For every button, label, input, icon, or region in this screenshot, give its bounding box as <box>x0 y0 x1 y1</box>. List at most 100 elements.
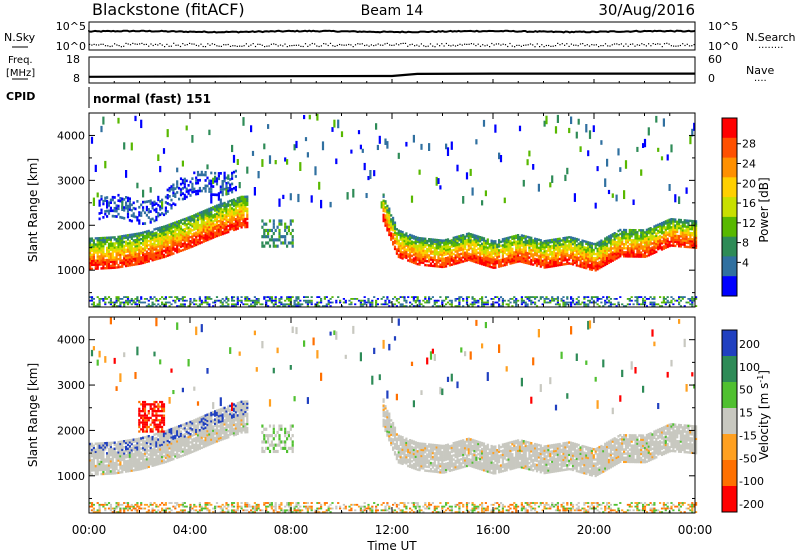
data-cell <box>683 296 686 298</box>
data-cell <box>564 303 567 306</box>
data-cell <box>189 180 192 184</box>
data-cell <box>509 262 512 265</box>
data-cell <box>503 259 506 263</box>
data-cell <box>325 296 328 298</box>
data-cell <box>176 305 179 307</box>
data-cell <box>227 303 230 306</box>
data-cell <box>564 258 567 262</box>
data-cell <box>657 223 660 227</box>
data-cell <box>691 226 694 229</box>
data-cell <box>636 239 639 242</box>
data-cell <box>217 299 220 302</box>
data-cell <box>196 305 200 307</box>
data-cell <box>416 250 419 254</box>
data-cell <box>467 242 470 245</box>
data-cell <box>221 303 224 306</box>
data-cell <box>602 260 605 264</box>
data-cell <box>140 298 143 300</box>
data-cell <box>134 298 137 300</box>
data-cell <box>628 249 631 252</box>
data-cell <box>664 236 667 239</box>
data-cell <box>164 227 167 230</box>
data-cell <box>261 219 264 223</box>
data-cell <box>89 265 92 269</box>
data-cell <box>204 235 207 239</box>
data-cell <box>187 240 190 244</box>
data-cell <box>606 158 609 167</box>
data-cell <box>558 245 561 249</box>
data-cell <box>441 257 444 261</box>
data-cell <box>691 301 694 304</box>
data-cell <box>539 253 542 256</box>
data-cell <box>200 237 203 240</box>
data-cell <box>611 251 614 254</box>
data-cell <box>115 246 118 249</box>
data-cell <box>104 260 107 264</box>
data-cell <box>609 260 612 263</box>
data-cell <box>566 244 569 247</box>
data-cell <box>450 305 453 307</box>
data-cell <box>236 225 239 228</box>
data-cell <box>446 240 450 243</box>
data-cell <box>104 160 107 169</box>
data-cell <box>388 229 391 233</box>
range-tick-label: 1000 <box>57 264 85 277</box>
data-cell <box>670 144 673 153</box>
data-cell <box>518 242 522 245</box>
data-cell <box>153 203 156 206</box>
data-cell <box>155 239 158 243</box>
data-cell <box>579 259 582 262</box>
nsearch-point <box>132 42 134 44</box>
data-cell <box>409 254 412 257</box>
data-cell <box>306 301 309 304</box>
data-cell <box>397 229 400 232</box>
data-cell <box>261 225 264 229</box>
data-cell <box>450 263 453 266</box>
data-cell <box>579 249 582 252</box>
nsearch-point <box>264 46 266 48</box>
nsearch-point <box>268 45 270 47</box>
data-cell <box>187 236 190 240</box>
data-cell <box>428 299 431 302</box>
data-cell <box>528 296 531 298</box>
nsearch-point <box>529 43 532 45</box>
data-cell <box>94 245 97 248</box>
data-cell <box>149 247 152 250</box>
data-cell <box>545 245 548 249</box>
data-cell <box>178 244 181 247</box>
data-cell <box>109 198 112 202</box>
data-cell <box>242 205 245 209</box>
data-cell <box>479 238 482 241</box>
data-cell <box>490 257 493 261</box>
data-cell <box>424 237 427 241</box>
data-cell <box>157 237 160 240</box>
data-cell <box>191 217 194 220</box>
data-cell <box>267 305 270 307</box>
data-cell <box>539 261 542 264</box>
nsearch-point <box>611 44 613 46</box>
data-cell <box>621 234 624 238</box>
nsearch-point <box>629 43 632 45</box>
data-cell <box>443 261 446 265</box>
data-cell <box>575 131 578 139</box>
data-cell <box>316 113 319 121</box>
data-cell <box>464 243 467 246</box>
data-cell <box>395 252 398 255</box>
data-cell <box>543 242 546 245</box>
data-cell <box>613 250 616 253</box>
data-cell <box>522 234 525 238</box>
data-cell <box>446 147 450 157</box>
data-cell <box>234 226 237 229</box>
data-cell <box>185 247 188 250</box>
data-cell <box>679 231 682 234</box>
data-cell <box>520 240 523 243</box>
data-cell <box>547 245 550 248</box>
data-cell <box>170 253 173 256</box>
data-cell <box>136 252 139 256</box>
data-cell <box>676 240 679 244</box>
data-cell <box>388 305 391 307</box>
data-cell <box>342 298 345 300</box>
data-cell <box>537 238 540 242</box>
data-cell <box>621 230 624 234</box>
data-cell <box>543 240 546 243</box>
